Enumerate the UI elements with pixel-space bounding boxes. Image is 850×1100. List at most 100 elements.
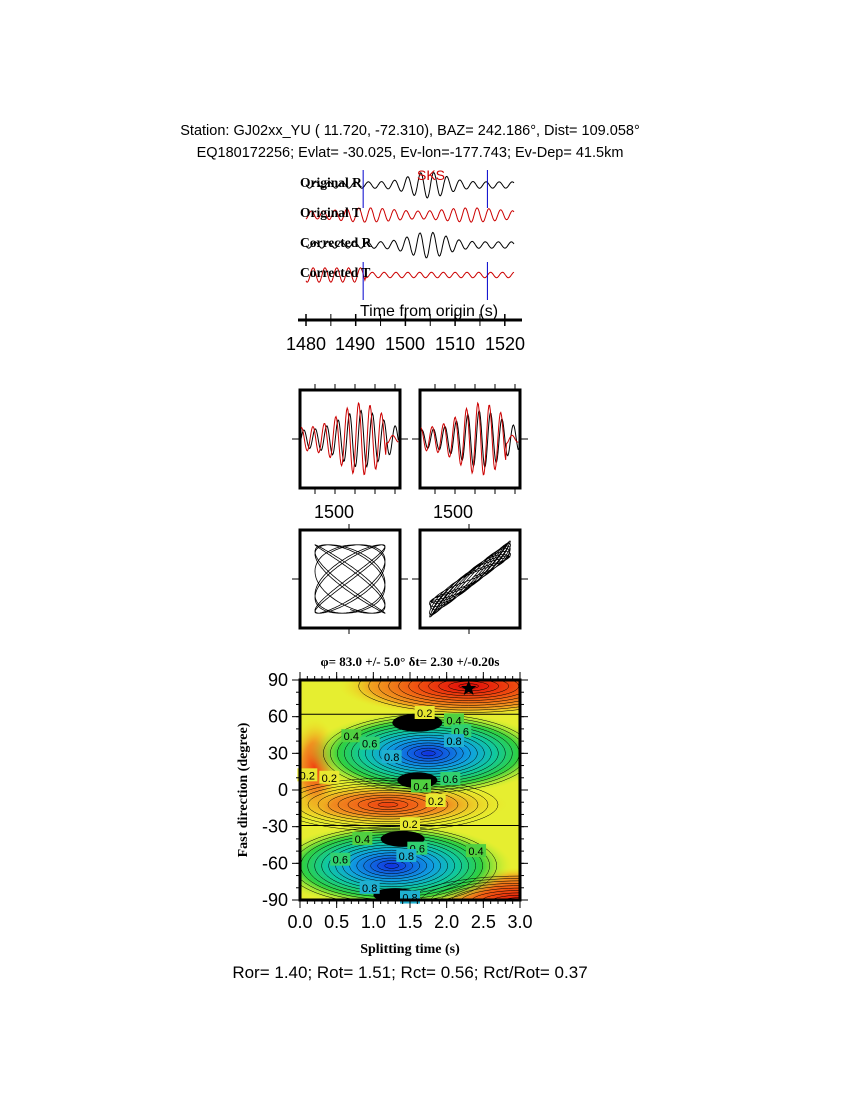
x-tick-label: 3.0	[507, 912, 532, 932]
contour-label-box	[319, 770, 340, 784]
contour-line	[349, 849, 434, 882]
panel-transverse-wave	[300, 401, 399, 476]
contour-label-text: 0.6	[333, 855, 348, 867]
x-tick-label: 0.5	[324, 912, 349, 932]
trace-label-corrected-t: Corrected T	[300, 265, 370, 280]
contour-label-text: 0.4	[468, 846, 483, 858]
panel-radial-wave	[300, 409, 399, 469]
contour-label-text: 0.2	[402, 819, 417, 831]
contour-label: 0.6	[330, 852, 351, 867]
header-line-1: Station: GJ02xx_YU ( 11.720, -72.310), B…	[180, 123, 640, 139]
contour-label-box	[352, 831, 373, 845]
original-t-trace	[305, 207, 515, 223]
contour-title: φ= 83.0 +/- 5.0° δt= 2.30 +/-0.20s	[321, 654, 500, 669]
contour-line	[356, 852, 427, 880]
original-r-trace	[305, 171, 515, 199]
x-tick-label: 1.5	[397, 912, 422, 932]
contour-label-text: 0.2	[428, 796, 443, 808]
contour-line	[365, 729, 492, 777]
contour-line	[370, 857, 413, 874]
time-axis-label: Time from origin (s)	[360, 303, 498, 320]
contour-label: 0.8	[396, 849, 417, 863]
contour-label: 0.2	[319, 770, 340, 785]
best-fit-star-icon	[461, 680, 477, 696]
particle-motion	[429, 540, 511, 618]
corrected-t-trace	[305, 267, 515, 283]
y-tick-label: -90	[262, 890, 288, 910]
contour-label-text: 0.4	[344, 731, 359, 743]
contour-label-box	[440, 772, 461, 785]
contour-label: 0.2	[414, 706, 435, 720]
contour-label-box	[297, 768, 318, 782]
contour-label: 0.8	[359, 880, 380, 895]
time-tick-1480: 1480	[286, 334, 326, 354]
contour-label-box	[411, 779, 431, 793]
contour-line	[398, 680, 520, 704]
contour-label-box	[444, 713, 464, 727]
contour-label-text: 0.8	[362, 883, 377, 895]
contour-label: 0.4	[466, 844, 486, 858]
contour-line	[307, 834, 476, 898]
y-tick-label: 90	[268, 670, 288, 690]
corrected-r-trace	[305, 231, 515, 259]
time-tick-1500: 1500	[385, 334, 425, 354]
trace-label-original-r: Original R	[300, 175, 362, 190]
contour-label-box	[330, 852, 351, 866]
contour-xlabel: Splitting time (s)	[360, 942, 460, 957]
contour-line	[317, 787, 459, 822]
time-tick-1510: 1510	[435, 334, 475, 354]
contour-label: 0.4	[341, 729, 362, 743]
contour-label-text: 0.6	[362, 739, 377, 751]
contour-label: 0.4	[411, 779, 431, 793]
phase-label: SKS	[417, 167, 445, 183]
contour-line	[379, 734, 478, 772]
x-tick-label: 1.0	[361, 912, 386, 932]
x-tick-label: 2.0	[434, 912, 459, 932]
seismogram-traces	[305, 170, 515, 300]
contour-line	[408, 680, 520, 701]
time-tick-1490: 1490	[335, 334, 375, 354]
contour-line	[372, 732, 485, 775]
contour-label-box	[400, 817, 420, 831]
contour-line	[378, 680, 520, 708]
contour-line	[328, 842, 455, 890]
contour-map	[300, 680, 520, 900]
maximum-region	[338, 680, 520, 717]
y-tick-label: -30	[262, 817, 288, 837]
contour-label-text: 0.2	[322, 773, 337, 785]
contour-line	[407, 745, 450, 762]
contour-label-text: 0.4	[413, 781, 428, 793]
trace-label-corrected-r: Corrected R	[300, 235, 372, 250]
contour-label-text: 0.8	[399, 851, 414, 863]
contour-line	[414, 747, 443, 759]
contour-label: 0.2	[400, 817, 420, 831]
time-tick-1520: 1520	[485, 334, 525, 354]
contour-label: 0.6	[359, 736, 380, 751]
contour-line	[300, 782, 479, 827]
contour-line	[367, 799, 409, 810]
waveform-and-particle-motion-panels	[292, 384, 528, 634]
contour-line	[307, 785, 469, 825]
contour-line	[428, 680, 509, 696]
contour-label-text: 0.6	[443, 774, 458, 786]
contour-label-text: 0.2	[417, 708, 432, 720]
contour-label-box	[444, 734, 464, 748]
contour-label-text: 0.4	[355, 834, 370, 846]
contour-label-text: 0.2	[300, 770, 315, 782]
header-line-2: EQ180172256; Evlat= -30.025, Ev-lon=-177…	[197, 145, 624, 161]
contour-line	[300, 780, 489, 829]
contour-label-text: 0.8	[446, 736, 461, 748]
panel-tick-right: 1500	[433, 502, 473, 522]
contour-label-box	[396, 849, 417, 862]
contour-line	[357, 797, 419, 813]
y-tick-label: 60	[268, 707, 288, 727]
contour-line	[377, 860, 406, 872]
contour-label: 0.2	[297, 768, 318, 782]
x-tick-label: 0.0	[287, 912, 312, 932]
contour-line	[335, 844, 448, 887]
contour-line	[368, 680, 520, 711]
contour-label-text: 0.8	[384, 752, 399, 764]
contour-line	[327, 790, 449, 820]
contour-line	[321, 839, 462, 893]
